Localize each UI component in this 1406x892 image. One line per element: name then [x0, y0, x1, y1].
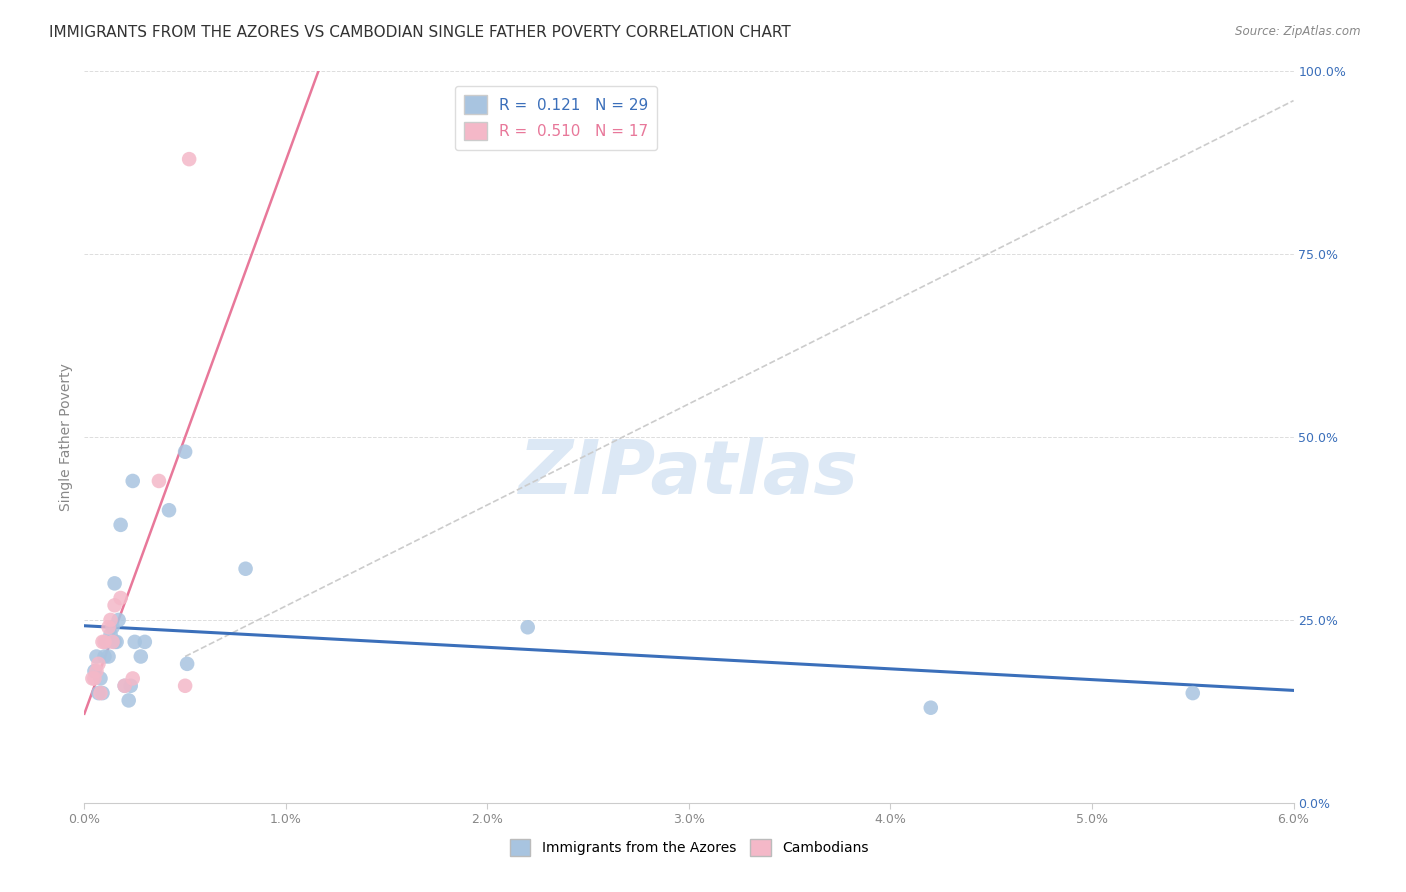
Point [93, 649, 115, 664]
Point [96, 635, 118, 649]
Point [105, 635, 128, 649]
Point [120, 679, 142, 693]
Point [87, 686, 110, 700]
Point [124, 635, 146, 649]
Point [110, 517, 132, 532]
Legend: Immigrants from the Azores, Cambodians: Immigrants from the Azores, Cambodians [505, 834, 873, 862]
Point [134, 635, 156, 649]
Point [107, 613, 129, 627]
Point [920, 700, 942, 714]
Point [93, 635, 115, 649]
Point [148, 474, 170, 488]
Point [86, 664, 108, 678]
Point [97, 649, 120, 664]
Point [114, 679, 136, 693]
Text: ZIPatlas: ZIPatlas [519, 437, 859, 510]
Point [83, 672, 105, 686]
Point [82, 672, 104, 686]
Point [121, 474, 143, 488]
Point [97, 620, 120, 634]
Point [174, 444, 197, 458]
Point [121, 672, 143, 686]
Point [91, 635, 114, 649]
Point [89, 686, 111, 700]
Point [89, 672, 111, 686]
Point [176, 657, 198, 671]
Point [83, 664, 105, 678]
Point [87, 657, 110, 671]
Point [114, 679, 136, 693]
Text: Source: ZipAtlas.com: Source: ZipAtlas.com [1236, 25, 1361, 38]
Point [174, 679, 197, 693]
Y-axis label: Single Father Poverty: Single Father Poverty [59, 363, 73, 511]
Point [129, 649, 152, 664]
Point [516, 620, 538, 634]
Text: IMMIGRANTS FROM THE AZORES VS CAMBODIAN SINGLE FATHER POVERTY CORRELATION CHART: IMMIGRANTS FROM THE AZORES VS CAMBODIAN … [49, 25, 792, 40]
Point [157, 503, 180, 517]
Point [101, 635, 124, 649]
Point [86, 649, 108, 664]
Point [110, 591, 132, 605]
Point [100, 627, 122, 641]
Point [100, 613, 122, 627]
Point [101, 620, 124, 634]
Point [104, 599, 127, 613]
Point [235, 562, 257, 576]
Point [179, 152, 201, 166]
Point [104, 635, 127, 649]
Point [91, 686, 114, 700]
Point [118, 693, 141, 707]
Point [1181, 686, 1204, 700]
Point [104, 576, 127, 591]
